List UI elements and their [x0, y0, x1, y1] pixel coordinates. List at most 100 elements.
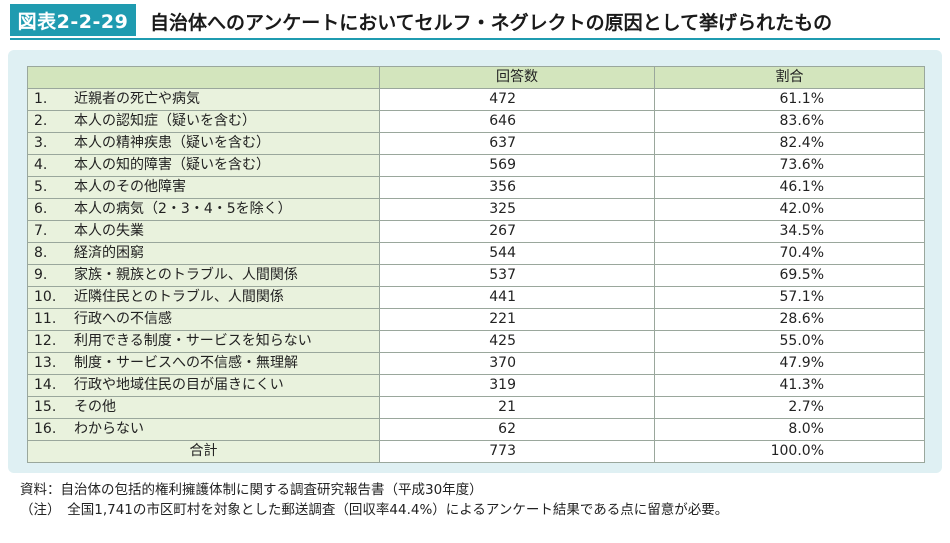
figure-label: 図表2-2-29 — [10, 4, 136, 36]
row-label-cell: 3. 本人の精神疾患（疑いを含む） — [27, 132, 380, 155]
row-count: 569 — [379, 154, 655, 177]
table-row: 10. 近隣住民とのトラブル、人間関係 441 57.1% — [27, 286, 925, 309]
row-label-cell: 16. わからない — [27, 418, 380, 441]
row-label: 行政や地域住民の目が届きにくい — [74, 377, 284, 393]
row-index: 9. — [34, 267, 48, 283]
row-percent: 28.6% — [654, 308, 925, 331]
header-count: 回答数 — [379, 66, 655, 89]
row-percent: 2.7% — [654, 396, 925, 419]
table-row: 11. 行政への不信感 221 28.6% — [27, 308, 925, 331]
footnote: （注） 全国1,741の市区町村を対象とした郵送調査（回収率44.4%）によるア… — [20, 502, 729, 518]
row-label-cell: 1. 近親者の死亡や病気 — [27, 88, 380, 111]
row-percent: 57.1% — [654, 286, 925, 309]
table-row: 1. 近親者の死亡や病気 472 61.1% — [27, 88, 925, 111]
row-label-cell: 6. 本人の病気（2・3・4・5を除く） — [27, 198, 380, 221]
header-percent: 割合 — [654, 66, 925, 89]
row-percent: 61.1% — [654, 88, 925, 111]
row-percent: 73.6% — [654, 154, 925, 177]
table-row: 5. 本人のその他障害 356 46.1% — [27, 176, 925, 199]
row-count: 221 — [379, 308, 655, 331]
table-row: 6. 本人の病気（2・3・4・5を除く） 325 42.0% — [27, 198, 925, 221]
row-label: 本人の病気（2・3・4・5を除く） — [74, 201, 292, 217]
row-percent: 47.9% — [654, 352, 925, 375]
row-count: 325 — [379, 198, 655, 221]
header-blank-cell — [27, 66, 380, 89]
row-percent: 41.3% — [654, 374, 925, 397]
row-index: 14. — [34, 377, 57, 393]
row-label-cell: 2. 本人の認知症（疑いを含む） — [27, 110, 380, 133]
row-label-cell: 11. 行政への不信感 — [27, 308, 380, 331]
row-label: 経済的困窮 — [74, 245, 144, 261]
row-label-cell: 14. 行政や地域住民の目が届きにくい — [27, 374, 380, 397]
row-count: 441 — [379, 286, 655, 309]
row-count: 319 — [379, 374, 655, 397]
row-label: わからない — [74, 421, 144, 437]
row-label-cell: 12. 利用できる制度・サービスを知らない — [27, 330, 380, 353]
row-label-cell: 7. 本人の失業 — [27, 220, 380, 243]
table-row: 15. その他 21 2.7% — [27, 396, 925, 419]
row-index: 16. — [34, 421, 57, 437]
row-label: 利用できる制度・サービスを知らない — [74, 333, 312, 349]
title-divider — [10, 38, 940, 40]
table-row: 3. 本人の精神疾患（疑いを含む） 637 82.4% — [27, 132, 925, 155]
row-count: 646 — [379, 110, 655, 133]
row-label: 本人のその他障害 — [74, 179, 186, 195]
total-count: 773 — [379, 440, 655, 463]
row-index: 11. — [34, 311, 57, 327]
row-count: 425 — [379, 330, 655, 353]
table-row: 16. わからない 62 8.0% — [27, 418, 925, 441]
row-label: 家族・親族とのトラブル、人間関係 — [74, 267, 298, 283]
row-count: 637 — [379, 132, 655, 155]
row-label-cell: 5. 本人のその他障害 — [27, 176, 380, 199]
notes: 資料：自治体の包括的権利擁護体制に関する調査研究報告書（平成30年度） （注） … — [20, 480, 940, 520]
row-label: 近隣住民とのトラブル、人間関係 — [74, 289, 284, 305]
total-percent: 100.0% — [654, 440, 925, 463]
row-index: 2. — [34, 113, 48, 129]
row-count: 472 — [379, 88, 655, 111]
row-label: 本人の知的障害（疑いを含む） — [74, 157, 270, 173]
table-row: 9. 家族・親族とのトラブル、人間関係 537 69.5% — [27, 264, 925, 287]
row-index: 5. — [34, 179, 48, 195]
total-row: 合計 773 100.0% — [27, 440, 925, 463]
table-header: 回答数 割合 — [27, 66, 925, 89]
causes-table: 回答数 割合 1. 近親者の死亡や病気 472 61.1% 2. 本人の認知症（疑いを含む… — [27, 66, 925, 463]
table-row: 14. 行政や地域住民の目が届きにくい 319 41.3% — [27, 374, 925, 397]
row-label: 本人の精神疾患（疑いを含む） — [74, 135, 270, 151]
table-body: 1. 近親者の死亡や病気 472 61.1% 2. 本人の認知症（疑いを含む） 646 83.… — [27, 88, 925, 463]
table-row: 7. 本人の失業 267 34.5% — [27, 220, 925, 243]
row-count: 21 — [379, 396, 655, 419]
row-percent: 70.4% — [654, 242, 925, 265]
row-label-cell: 10. 近隣住民とのトラブル、人間関係 — [27, 286, 380, 309]
row-index: 4. — [34, 157, 48, 173]
row-count: 370 — [379, 352, 655, 375]
row-index: 12. — [34, 333, 57, 349]
row-count: 544 — [379, 242, 655, 265]
row-percent: 55.0% — [654, 330, 925, 353]
table-row: 12. 利用できる制度・サービスを知らない 425 55.0% — [27, 330, 925, 353]
table-row: 13. 制度・サービスへの不信感・無理解 370 47.9% — [27, 352, 925, 375]
row-count: 62 — [379, 418, 655, 441]
row-percent: 83.6% — [654, 110, 925, 133]
row-index: 6. — [34, 201, 48, 217]
row-label-cell: 8. 経済的困窮 — [27, 242, 380, 265]
row-index: 3. — [34, 135, 48, 151]
row-count: 356 — [379, 176, 655, 199]
row-percent: 42.0% — [654, 198, 925, 221]
row-label-cell: 15. その他 — [27, 396, 380, 419]
row-percent: 82.4% — [654, 132, 925, 155]
total-label: 合計 — [27, 440, 380, 463]
row-label-cell: 13. 制度・サービスへの不信感・無理解 — [27, 352, 380, 375]
row-label: 行政への不信感 — [74, 311, 172, 327]
row-label-cell: 4. 本人の知的障害（疑いを含む） — [27, 154, 380, 177]
table-row: 8. 経済的困窮 544 70.4% — [27, 242, 925, 265]
row-label: 制度・サービスへの不信感・無理解 — [74, 355, 298, 371]
source-note: 資料：自治体の包括的権利擁護体制に関する調査研究報告書（平成30年度） — [20, 482, 483, 498]
row-index: 13. — [34, 355, 57, 371]
row-index: 15. — [34, 399, 57, 415]
table-row: 4. 本人の知的障害（疑いを含む） 569 73.6% — [27, 154, 925, 177]
row-label: 本人の失業 — [74, 223, 144, 239]
row-index: 8. — [34, 245, 48, 261]
row-index: 10. — [34, 289, 57, 305]
row-label: その他 — [74, 399, 116, 415]
row-index: 1. — [34, 91, 48, 107]
